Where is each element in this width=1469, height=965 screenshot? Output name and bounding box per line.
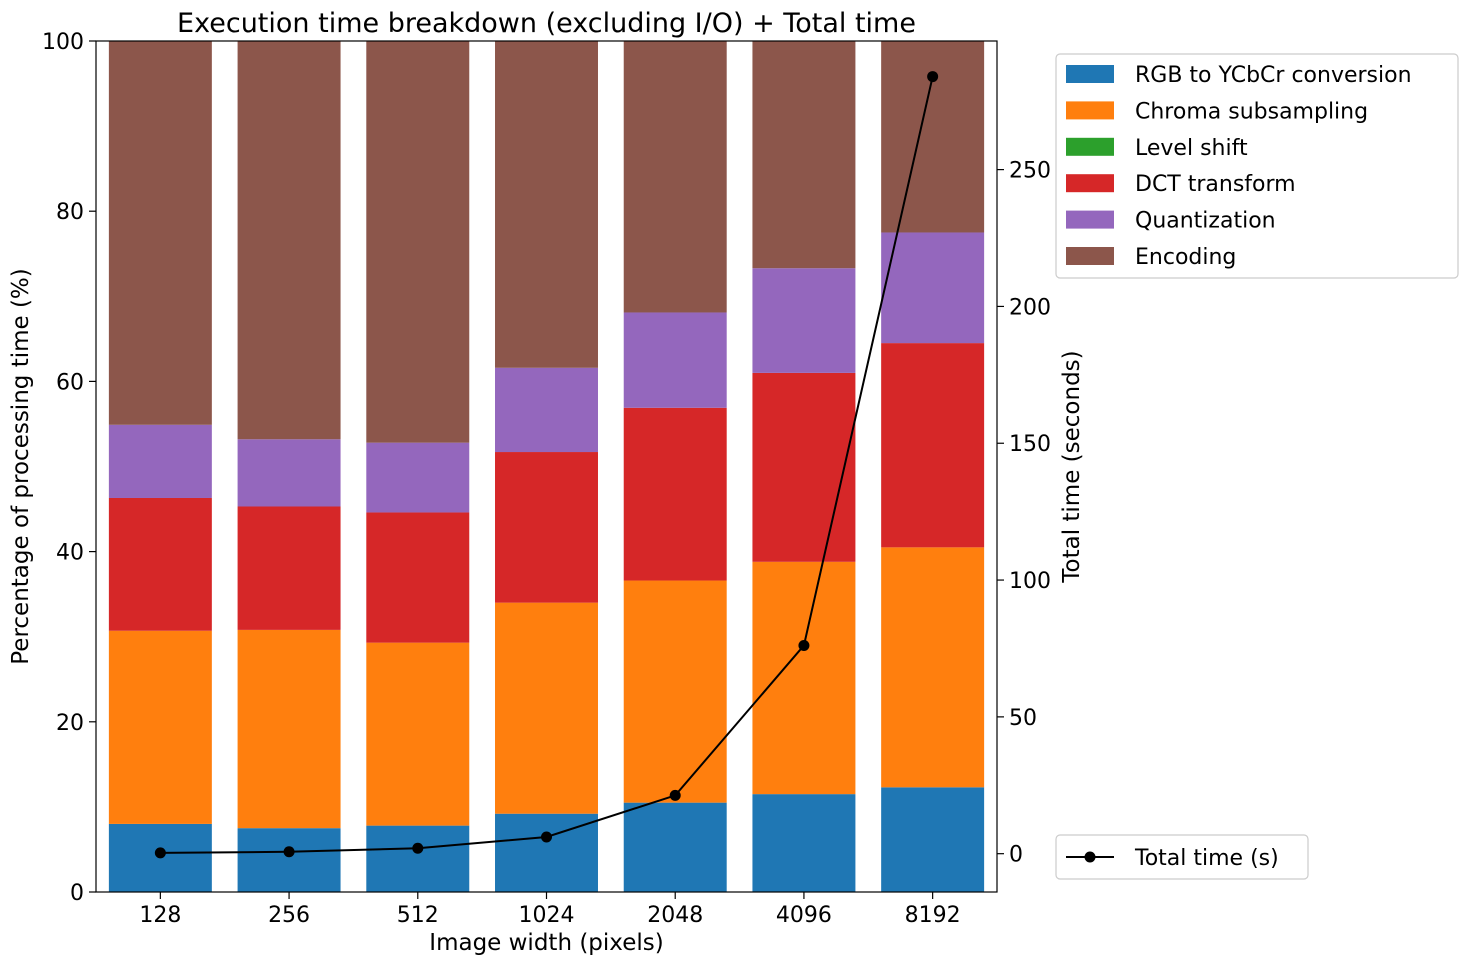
legend-label-2: Level shift — [1135, 136, 1248, 161]
bar-2048-series-3 — [623, 407, 727, 581]
y2-tick-label-100: 100 — [1009, 569, 1051, 594]
legend-bars-frame — [1055, 53, 1459, 279]
bars-layer — [108, 41, 985, 892]
x-axis: 128 256 512 1024 2048 4096 8192 — [139, 892, 961, 928]
legend-label-0: RGB to YCbCr conversion — [1135, 63, 1412, 88]
legend-label-3: DCT transform — [1135, 172, 1296, 197]
y-tick-label-40: 40 — [56, 541, 84, 566]
total-time-point-1024 — [541, 831, 552, 843]
bar-512-series-1 — [366, 642, 470, 826]
legend-line-label: Total time (s) — [1134, 846, 1279, 871]
bar-256-series-3 — [237, 506, 341, 630]
y2-axis-label: Total time (seconds) — [1059, 350, 1085, 583]
bar-512-series-0 — [366, 825, 470, 892]
legend-label-5: Encoding — [1135, 245, 1236, 270]
x-tick-label-4096: 4096 — [776, 903, 832, 928]
bar-256-series-1 — [237, 629, 341, 829]
y-axis-label: Percentage of processing time (%) — [8, 268, 34, 665]
bar-2048-series-0 — [623, 802, 727, 892]
legend-line-frame — [1055, 834, 1309, 880]
bar-128-series-5 — [108, 41, 212, 425]
bar-2048-series-1 — [623, 580, 727, 803]
y2-tick-label-250: 250 — [1009, 159, 1051, 184]
bar-8192-series-3 — [881, 343, 985, 548]
bar-512-series-5 — [366, 41, 470, 443]
bar-1024-series-1 — [495, 602, 598, 814]
bar-512-series-4 — [366, 442, 470, 513]
x-tick-label-2048: 2048 — [647, 903, 703, 928]
right-y-axis: 0 50 100 150 200 250 — [997, 159, 1051, 868]
bar-256-series-0 — [237, 828, 341, 892]
total-time-point-2048 — [669, 789, 681, 801]
bar-128-series-3 — [108, 497, 212, 631]
y2-tick-label-150: 150 — [1009, 432, 1051, 457]
bar-8192-series-4 — [881, 232, 985, 344]
total-time-point-128 — [154, 847, 166, 859]
y-tick-label-0: 0 — [70, 881, 84, 906]
y2-tick-label-200: 200 — [1009, 295, 1051, 320]
bar-2048-series-5 — [623, 41, 727, 313]
chart-title: Execution time breakdown (excluding I/O)… — [177, 8, 916, 39]
total-time-point-512 — [412, 842, 424, 854]
legend-swatch-3 — [1066, 174, 1114, 193]
legend-swatch-0 — [1066, 65, 1114, 83]
bar-256-series-5 — [237, 41, 341, 440]
legend-bars: RGB to YCbCr conversion Chroma subsamplin… — [1055, 53, 1459, 279]
x-tick-label-128: 128 — [139, 903, 181, 928]
legend-line-marker — [1084, 851, 1096, 863]
bar-4096-series-0 — [752, 794, 856, 892]
x-tick-label-1024: 1024 — [519, 903, 575, 928]
bar-4096-series-5 — [752, 41, 856, 269]
bar-8192-series-5 — [881, 41, 985, 233]
bar-4096-series-1 — [752, 561, 856, 795]
y2-tick-label-50: 50 — [1009, 706, 1037, 731]
bar-8192-series-0 — [881, 787, 985, 892]
legend-line: Total time (s) — [1055, 834, 1309, 880]
bar-4096-series-3 — [752, 372, 856, 562]
x-tick-label-8192: 8192 — [905, 903, 961, 928]
y-tick-label-60: 60 — [56, 370, 84, 395]
legend-swatch-2 — [1066, 137, 1114, 156]
bar-1024-series-3 — [495, 452, 598, 603]
x-axis-label: Image width (pixels) — [429, 930, 663, 956]
bar-512-series-3 — [366, 512, 470, 643]
total-time-point-8192 — [927, 71, 939, 83]
bar-256-series-4 — [237, 439, 341, 507]
bar-128-series-4 — [108, 424, 212, 498]
legend-label-4: Quantization — [1135, 209, 1276, 234]
y-tick-label-100: 100 — [42, 30, 84, 55]
legend-swatch-5 — [1066, 247, 1114, 265]
y2-tick-label-0: 0 — [1009, 843, 1023, 868]
bar-8192-series-1 — [881, 547, 985, 788]
bar-128-series-1 — [108, 630, 212, 824]
bar-2048-series-4 — [623, 312, 727, 408]
bar-4096-series-4 — [752, 268, 856, 373]
y-tick-label-80: 80 — [56, 200, 84, 225]
legend-swatch-4 — [1066, 210, 1114, 229]
total-time-point-256 — [283, 846, 295, 858]
legend-label-1: Chroma subsampling — [1135, 99, 1368, 124]
x-tick-label-512: 512 — [397, 903, 439, 928]
total-time-line-layer — [154, 71, 939, 859]
bar-1024-series-4 — [495, 367, 598, 453]
legend-swatch-1 — [1066, 101, 1114, 120]
left-y-axis: 0 20 40 60 80 100 — [42, 30, 96, 906]
x-tick-label-256: 256 — [268, 903, 310, 928]
bar-1024-series-5 — [495, 41, 598, 368]
total-time-point-4096 — [798, 639, 810, 651]
y-tick-label-20: 20 — [56, 711, 84, 736]
